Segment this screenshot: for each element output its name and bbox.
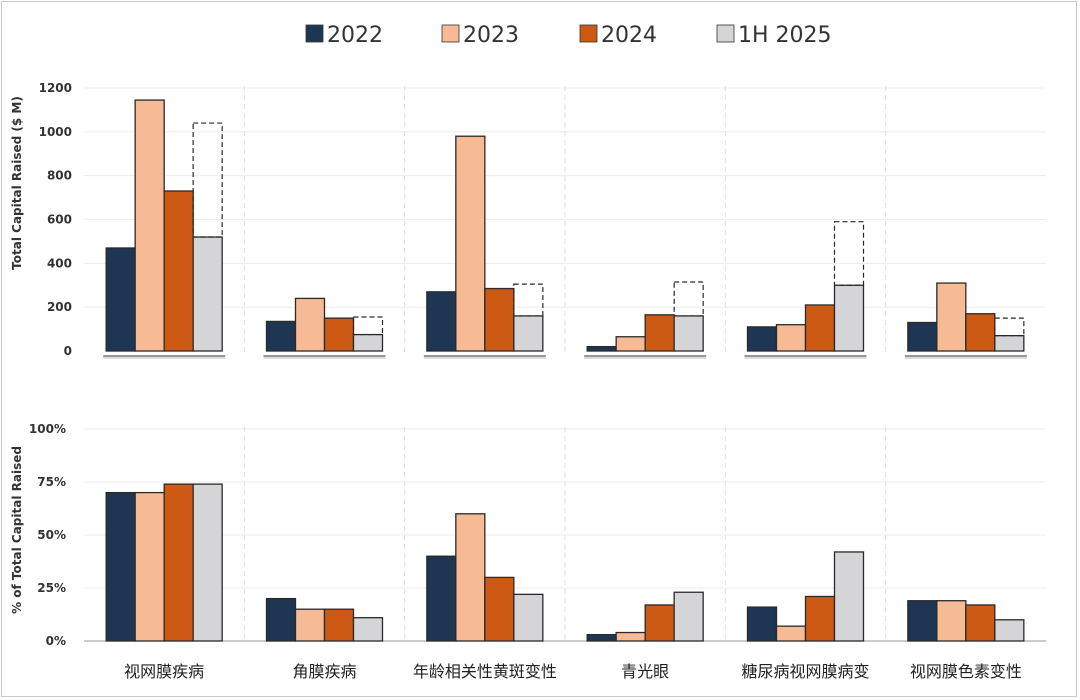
top-bar-2024 — [323, 317, 355, 352]
top-y-tick-label: 600 — [47, 213, 72, 227]
bottom-bar-2023 — [936, 600, 967, 642]
top-bar-2023 — [455, 135, 486, 352]
top-bar-2024 — [163, 190, 194, 352]
top-bar-2022 — [265, 320, 297, 352]
top-bar-2024 — [804, 304, 836, 352]
bottom-bar-1h2025 — [833, 551, 865, 642]
top-bar-2022 — [105, 247, 136, 352]
bottom-bar-2022 — [426, 555, 457, 642]
bottom-bar-1h2025 — [352, 617, 384, 642]
bottom-bar-2024 — [965, 604, 996, 642]
legend-label-2022: 2022 — [327, 23, 383, 48]
category-label: 视网膜色素变性 — [910, 662, 1022, 681]
top-bar-1h2025 — [673, 315, 704, 352]
top-projected-bar — [192, 122, 223, 238]
top-bar-1h2025 — [352, 333, 384, 352]
bottom-bar-2022 — [105, 491, 136, 642]
bottom-bar-2024 — [323, 608, 355, 642]
bottom-y-tick-label: 25% — [37, 581, 66, 595]
category-labels: 视网膜疾病 角膜疾病 年龄相关性黄斑变性 青光眼 糖尿病视网膜病变 视网膜色素变性 — [124, 662, 1022, 681]
top-projected-bar — [833, 221, 865, 286]
top-projected-bar — [673, 281, 704, 317]
legend-swatch-2023 — [441, 24, 460, 43]
top-bar-2022 — [746, 326, 778, 352]
top-y-tick-label: 1200 — [39, 81, 72, 95]
legend-label-2023: 2023 — [463, 23, 519, 48]
top-bar-1h2025 — [833, 284, 865, 352]
bottom-bar-2024 — [484, 576, 515, 642]
bottom-bar-1h2025 — [192, 483, 223, 642]
bottom-bar-1h2025 — [994, 619, 1025, 642]
top-bar-1h2025 — [994, 335, 1025, 352]
bottom-bar-2024 — [804, 595, 836, 642]
top-bar-2022 — [586, 345, 617, 352]
legend-swatch-1h2025 — [716, 24, 735, 43]
top-bar-2022 — [426, 291, 457, 352]
top-y-tick-label: 200 — [47, 300, 72, 314]
top-y-axis-title: Total Capital Raised ($ M) — [10, 96, 24, 270]
legend-label-1h2025: 1H 2025 — [738, 23, 832, 48]
category-label: 视网膜疾病 — [124, 662, 204, 681]
top-y-tick-label: 800 — [47, 169, 72, 183]
bottom-bar-1h2025 — [513, 593, 544, 642]
legend-swatch-2024 — [579, 24, 598, 43]
top-y-tick-label: 1000 — [39, 125, 72, 139]
category-label: 青光眼 — [621, 662, 669, 681]
top-bar-2023 — [936, 282, 967, 352]
top-panel: 0 200 400 600 800 1000 1200 — [39, 81, 1046, 359]
category-label: 糖尿病视网膜病变 — [741, 662, 869, 681]
bottom-bar-2023 — [294, 608, 326, 642]
top-bar-2024 — [484, 287, 515, 352]
bottom-y-axis-title: % of Total Capital Raised — [10, 446, 24, 614]
bottom-y-tick-label: 0% — [46, 634, 66, 648]
bottom-bar-2022 — [265, 597, 297, 642]
top-bar-2022 — [907, 321, 938, 352]
bottom-bar-1h2025 — [673, 591, 704, 642]
bottom-panel: 0% 25% 50% 75% 100% — [29, 422, 1046, 648]
top-bar-2023 — [134, 99, 165, 352]
bottom-bar-2024 — [163, 483, 194, 642]
top-y-tick-label: 400 — [47, 256, 72, 270]
top-projected-bar — [994, 317, 1025, 337]
legend: 2022 2023 2024 1H 2025 — [305, 23, 832, 48]
bottom-bar-2023 — [134, 491, 165, 642]
category-label: 年龄相关性黄斑变性 — [413, 662, 557, 681]
top-projected-bar — [513, 283, 544, 317]
top-bar-1h2025 — [192, 236, 223, 352]
bottom-bar-2023 — [775, 625, 807, 642]
top-bar-2023 — [294, 297, 326, 352]
top-bar-1h2025 — [513, 315, 544, 352]
bottom-y-tick-label: 50% — [37, 528, 66, 542]
bottom-bar-2022 — [907, 600, 938, 642]
top-bar-2023 — [775, 324, 807, 352]
category-label: 角膜疾病 — [292, 662, 356, 681]
bottom-bar-2022 — [746, 606, 778, 642]
legend-swatch-2022 — [305, 24, 324, 43]
top-bar-2023 — [615, 336, 646, 352]
bottom-y-tick-label: 75% — [37, 475, 66, 489]
bottom-y-tick-label: 100% — [29, 422, 66, 436]
bottom-bar-2023 — [455, 513, 486, 642]
bottom-bar-2023 — [615, 631, 646, 642]
legend-label-2024: 2024 — [601, 23, 657, 48]
top-bar-2024 — [644, 314, 675, 352]
top-y-tick-label: 0 — [64, 344, 72, 358]
top-projected-bar — [352, 316, 384, 336]
bottom-bar-2022 — [586, 633, 617, 642]
top-bar-2024 — [965, 313, 996, 352]
bottom-bar-2024 — [644, 604, 675, 642]
